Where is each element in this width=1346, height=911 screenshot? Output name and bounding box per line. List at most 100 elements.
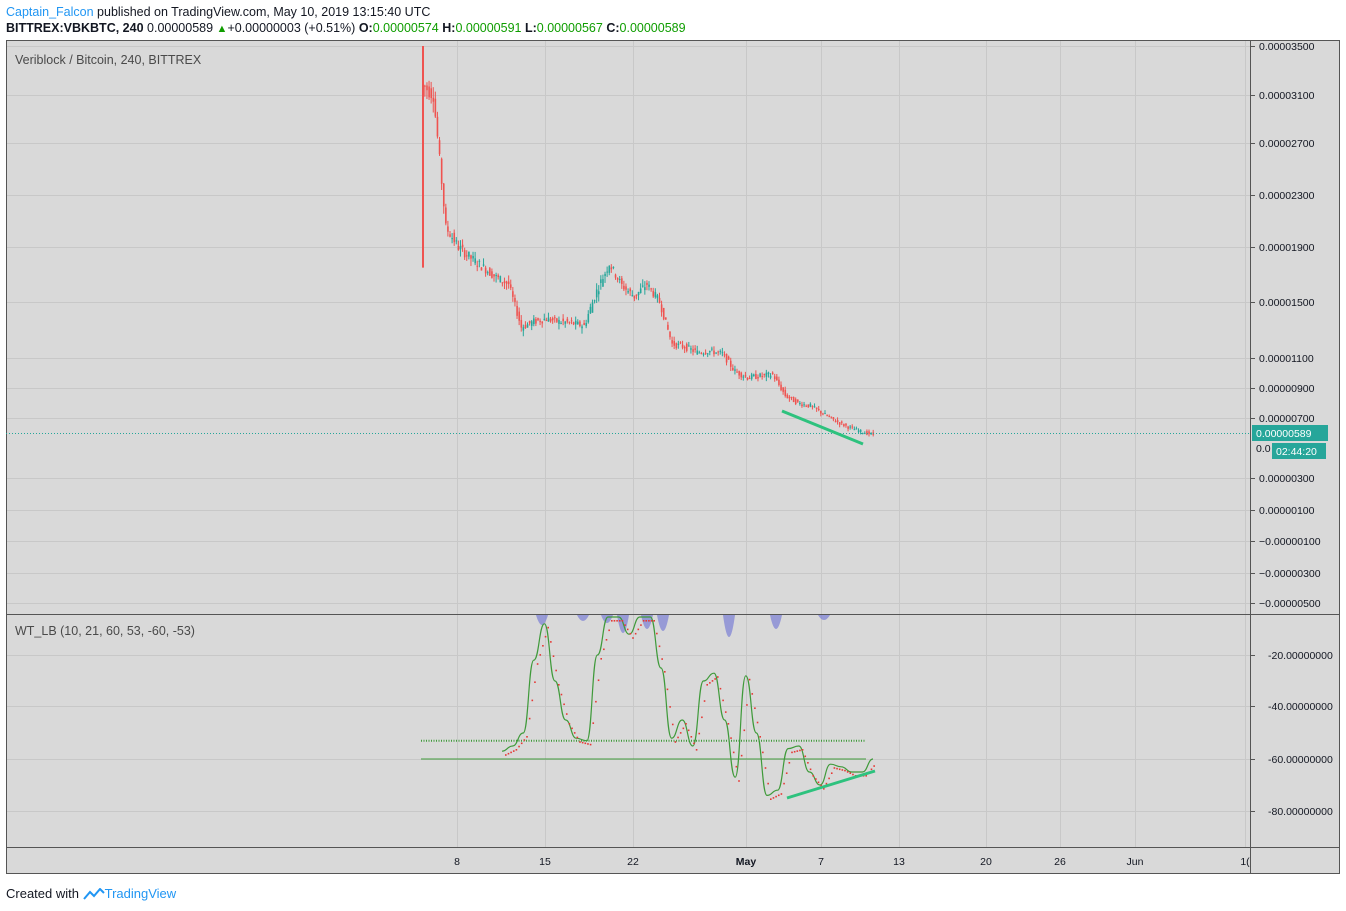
candle-body <box>784 389 787 396</box>
candle-body <box>455 240 458 242</box>
candle-body <box>771 372 774 375</box>
candle-body <box>539 320 541 323</box>
candle-body <box>507 281 510 285</box>
candle-body <box>843 424 845 427</box>
frame-border <box>6 40 1340 874</box>
candle-body <box>788 396 791 399</box>
time-axis-label: Jun <box>1127 856 1144 868</box>
wt2-dot <box>671 723 674 726</box>
wt2-dot <box>709 682 711 684</box>
last-price: 0.00000589 <box>147 21 214 35</box>
candle-body <box>503 281 506 283</box>
wt2-dot <box>618 620 621 622</box>
open-value: 0.00000574 <box>372 21 439 35</box>
wt2-dot <box>536 663 539 665</box>
indicator-trendline[interactable] <box>786 769 876 800</box>
price-axis-label: 0.00000900 <box>1259 383 1315 395</box>
candle-body <box>815 407 818 409</box>
wt2-dot <box>780 793 783 795</box>
wt2-dot <box>849 772 852 774</box>
wt2-dot <box>626 628 629 631</box>
indicator-axis-label: -60.00000000 <box>1268 754 1333 766</box>
candle-body <box>509 284 512 288</box>
candle-body <box>480 267 483 271</box>
tradingview-link[interactable]: TradingView <box>104 886 177 901</box>
candle-body <box>801 404 803 407</box>
wt2-dot <box>865 775 867 777</box>
published-text: published on TradingView.com, May 10, 20… <box>97 5 431 19</box>
candle-body <box>491 271 493 278</box>
time-axis-bg[interactable] <box>6 848 1340 874</box>
wt2-dot <box>748 678 751 681</box>
candle-body <box>807 404 810 408</box>
candle-body <box>688 345 690 347</box>
candle-body <box>723 354 726 356</box>
candle-body <box>702 353 705 355</box>
wt2-dot <box>807 762 809 764</box>
candle-body <box>648 284 650 287</box>
chart-frame[interactable]: Veriblock / Bitcoin, 240, BITTREX WT_LB … <box>6 40 1340 874</box>
candle-body <box>623 285 625 290</box>
wt2-dot <box>836 767 838 770</box>
tradingview-logo-icon[interactable] <box>82 887 105 903</box>
candle-body <box>776 376 778 381</box>
candle-body <box>859 429 862 432</box>
partial-price-label: 0.0 <box>1256 443 1271 455</box>
candle-body <box>782 387 784 392</box>
wt2-dot <box>589 743 592 746</box>
candle-body <box>466 255 468 257</box>
histogram-bar <box>657 615 669 631</box>
time-axis-label: 13 <box>893 856 905 868</box>
candle-body <box>778 379 780 385</box>
candle-body <box>447 226 449 232</box>
price-trendline[interactable] <box>781 409 864 446</box>
wt2-dot <box>682 727 685 730</box>
wt2-dot <box>687 729 690 732</box>
candle-body <box>750 374 753 379</box>
close-label: C: <box>606 21 620 35</box>
wt2-dot <box>608 629 610 632</box>
symbol-label: BITTREX:VBKBTC, 240 <box>6 21 144 35</box>
author-link[interactable]: Captain_Falcon <box>6 5 94 19</box>
candle-body <box>430 88 432 99</box>
candle-body <box>849 426 851 428</box>
candle-body <box>786 394 789 398</box>
candle-body <box>639 288 642 294</box>
wt2-dot <box>605 639 608 641</box>
candle-body <box>635 294 638 297</box>
wt2-dot <box>645 620 648 622</box>
candle-body <box>543 318 546 321</box>
time-axis-labels: 8 15 22 May 7 13 20 26 Jun 1( <box>454 856 1250 868</box>
candle-body <box>656 295 659 299</box>
candle-body <box>834 421 837 423</box>
candle-body <box>463 250 466 258</box>
candle-body <box>568 322 571 324</box>
indicator-levels <box>421 739 866 760</box>
wt2-dot <box>611 620 613 622</box>
wt2-dot <box>679 732 682 734</box>
time-axis-label: 7 <box>818 856 824 868</box>
candle-body <box>612 266 615 268</box>
candle-body <box>851 426 854 428</box>
indicator-axis-label: -40.00000000 <box>1268 701 1333 713</box>
candle-body <box>533 318 535 325</box>
price-axis-label: 0.00003500 <box>1259 41 1315 53</box>
candle-body <box>759 373 761 377</box>
wt2-dot <box>701 716 703 719</box>
candle-body <box>841 421 843 423</box>
candle-body <box>704 352 707 355</box>
wt2-dot <box>547 626 549 629</box>
indicator-pane-title: WT_LB (10, 21, 60, 53, -60, -53) <box>15 624 195 638</box>
wt2-dot <box>817 781 820 784</box>
chart-canvas[interactable]: Veriblock / Bitcoin, 240, BITTREX WT_LB … <box>6 40 1340 874</box>
candle-body <box>495 275 497 277</box>
created-with-text: Created with <box>6 886 79 901</box>
candle-body <box>677 343 680 345</box>
main-pane-title: Veriblock / Bitcoin, 240, BITTREX <box>15 53 202 67</box>
countdown-tag <box>1272 443 1326 459</box>
candle-body <box>767 372 770 375</box>
wt2-dot <box>788 762 791 764</box>
candle-body <box>528 320 531 324</box>
candle-body <box>805 405 807 407</box>
time-axis-label: 15 <box>539 856 551 868</box>
